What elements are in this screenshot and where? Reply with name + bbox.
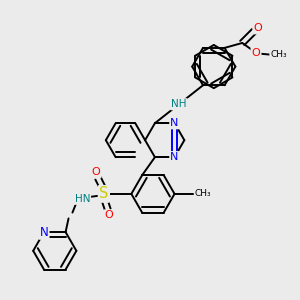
Text: O: O xyxy=(252,48,260,58)
Text: N: N xyxy=(170,118,179,128)
Text: NH: NH xyxy=(171,99,187,109)
Text: O: O xyxy=(254,23,262,33)
Text: S: S xyxy=(99,186,109,201)
Text: N: N xyxy=(40,226,48,238)
Text: O: O xyxy=(92,167,100,177)
Text: HN: HN xyxy=(74,194,90,204)
Text: CH₃: CH₃ xyxy=(195,189,211,198)
Text: N: N xyxy=(170,152,179,162)
Text: CH₃: CH₃ xyxy=(270,50,287,59)
Text: O: O xyxy=(104,211,113,220)
